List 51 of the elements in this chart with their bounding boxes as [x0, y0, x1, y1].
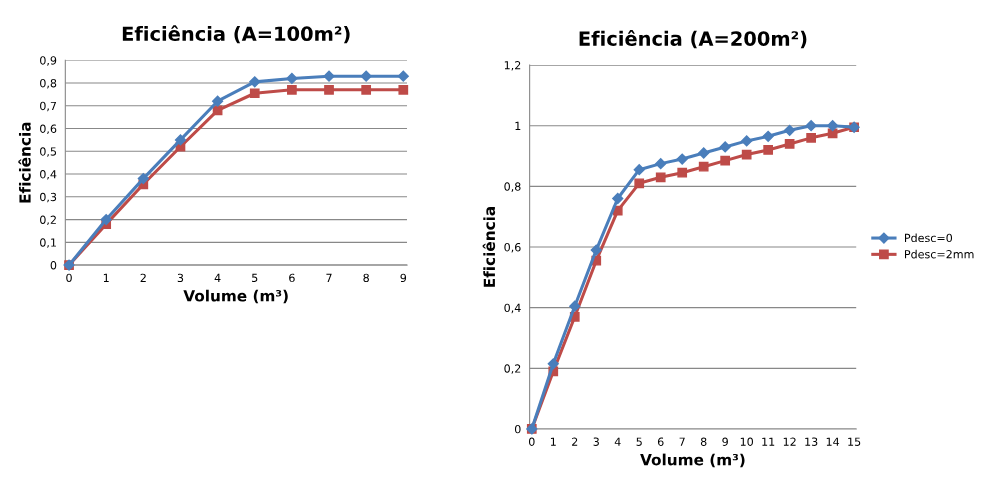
chart-title: Eficiência (A=200m²)	[579, 30, 807, 49]
y-tick-label: 0,8	[40, 78, 57, 89]
y-axis-title: Eficiência	[18, 122, 31, 203]
x-tick-label: 2	[140, 273, 146, 282]
y-tick-label: 0,4	[40, 170, 57, 180]
x-tick-label: 5	[636, 437, 642, 446]
y-tick-label: 0,8	[504, 182, 521, 192]
x-tick-label: 1	[550, 437, 556, 446]
x-tick-label: 6	[657, 437, 664, 446]
x-tick-label: 12	[783, 437, 796, 446]
y-tick-label: 0,6	[40, 124, 57, 135]
x-tick-label: 6	[289, 273, 295, 283]
chart-title: Eficiência (A=100m²)	[122, 25, 350, 44]
x-tick-label: 4	[614, 437, 621, 446]
legend-label: Pdesc=2mm	[904, 249, 974, 259]
y-tick-label: 1	[515, 121, 521, 130]
x-tick-label: 14	[826, 437, 840, 446]
x-tick-label: 13	[805, 437, 818, 446]
x-tick-label: 0	[66, 273, 72, 283]
x-tick-label: 9	[722, 437, 728, 446]
x-tick-label: 3	[177, 273, 184, 283]
x-tick-label: 8	[363, 273, 369, 283]
x-tick-label: 9	[400, 273, 407, 283]
y-tick-label: 0,2	[504, 364, 521, 374]
x-tick-label: 1	[103, 273, 109, 282]
x-tick-label: 0	[528, 437, 535, 446]
y-axis-title: Eficiência	[482, 207, 496, 287]
y-tick-label: 0	[50, 261, 57, 270]
x-tick-label: 5	[252, 273, 258, 283]
x-tick-label: 3	[593, 437, 599, 446]
x-tick-label: 4	[214, 273, 221, 282]
y-tick-label: 0,3	[40, 192, 57, 203]
y-tick-label: 0,6	[504, 243, 521, 253]
y-tick-label: 1,2	[504, 61, 521, 71]
y-tick-label: 0,4	[504, 303, 521, 314]
x-tick-label: 10	[740, 437, 753, 446]
x-axis-title: Volume (m³)	[640, 453, 745, 468]
x-tick-label: 8	[700, 437, 707, 446]
y-tick-label: 0,1	[40, 238, 56, 248]
y-tick-label: 0,7	[40, 101, 57, 112]
y-tick-label: 0,2	[40, 215, 56, 226]
y-tick-label: 0,9	[40, 56, 57, 66]
legend-label: Pdesc=0	[904, 233, 953, 243]
x-tick-label: 15	[848, 437, 861, 446]
x-tick-label: 7	[679, 437, 685, 446]
y-tick-label: 0	[514, 424, 521, 434]
y-tick-label: 0,5	[40, 147, 57, 157]
x-axis-title: Volume (m³)	[183, 289, 288, 304]
x-tick-label: 2	[572, 437, 578, 446]
x-tick-label: 11	[762, 437, 775, 446]
x-tick-label: 7	[326, 273, 332, 282]
